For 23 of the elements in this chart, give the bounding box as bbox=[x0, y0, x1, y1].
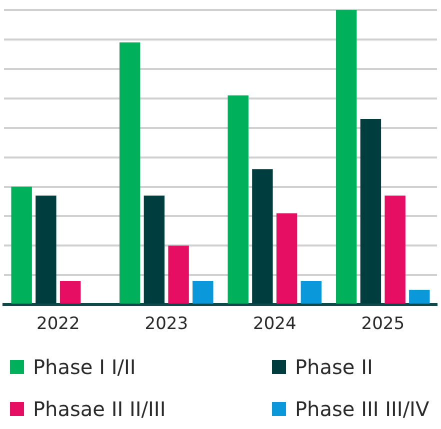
bar bbox=[228, 95, 248, 304]
bar bbox=[60, 281, 81, 304]
bar bbox=[192, 281, 214, 304]
x-tick-label: 2025 bbox=[361, 314, 405, 334]
bar bbox=[409, 290, 430, 304]
bar bbox=[300, 281, 322, 304]
bar bbox=[384, 196, 406, 304]
bar bbox=[336, 10, 357, 304]
x-tick-label: 2023 bbox=[144, 314, 188, 334]
bar bbox=[276, 213, 298, 304]
legend-label: Phase III III/IV bbox=[295, 397, 430, 421]
bar bbox=[119, 42, 140, 304]
x-tick-label: 2022 bbox=[36, 314, 80, 334]
legend-label: Phase II bbox=[295, 355, 373, 379]
bar bbox=[11, 186, 32, 304]
bar bbox=[168, 246, 189, 304]
bar bbox=[360, 119, 382, 304]
legend-label: Phase I I/II bbox=[33, 355, 136, 379]
legend-label: Phasae II II/III bbox=[33, 397, 166, 421]
bar bbox=[252, 169, 273, 304]
bar bbox=[36, 196, 56, 304]
x-tick-label: 2024 bbox=[252, 314, 296, 334]
bar bbox=[144, 196, 165, 304]
